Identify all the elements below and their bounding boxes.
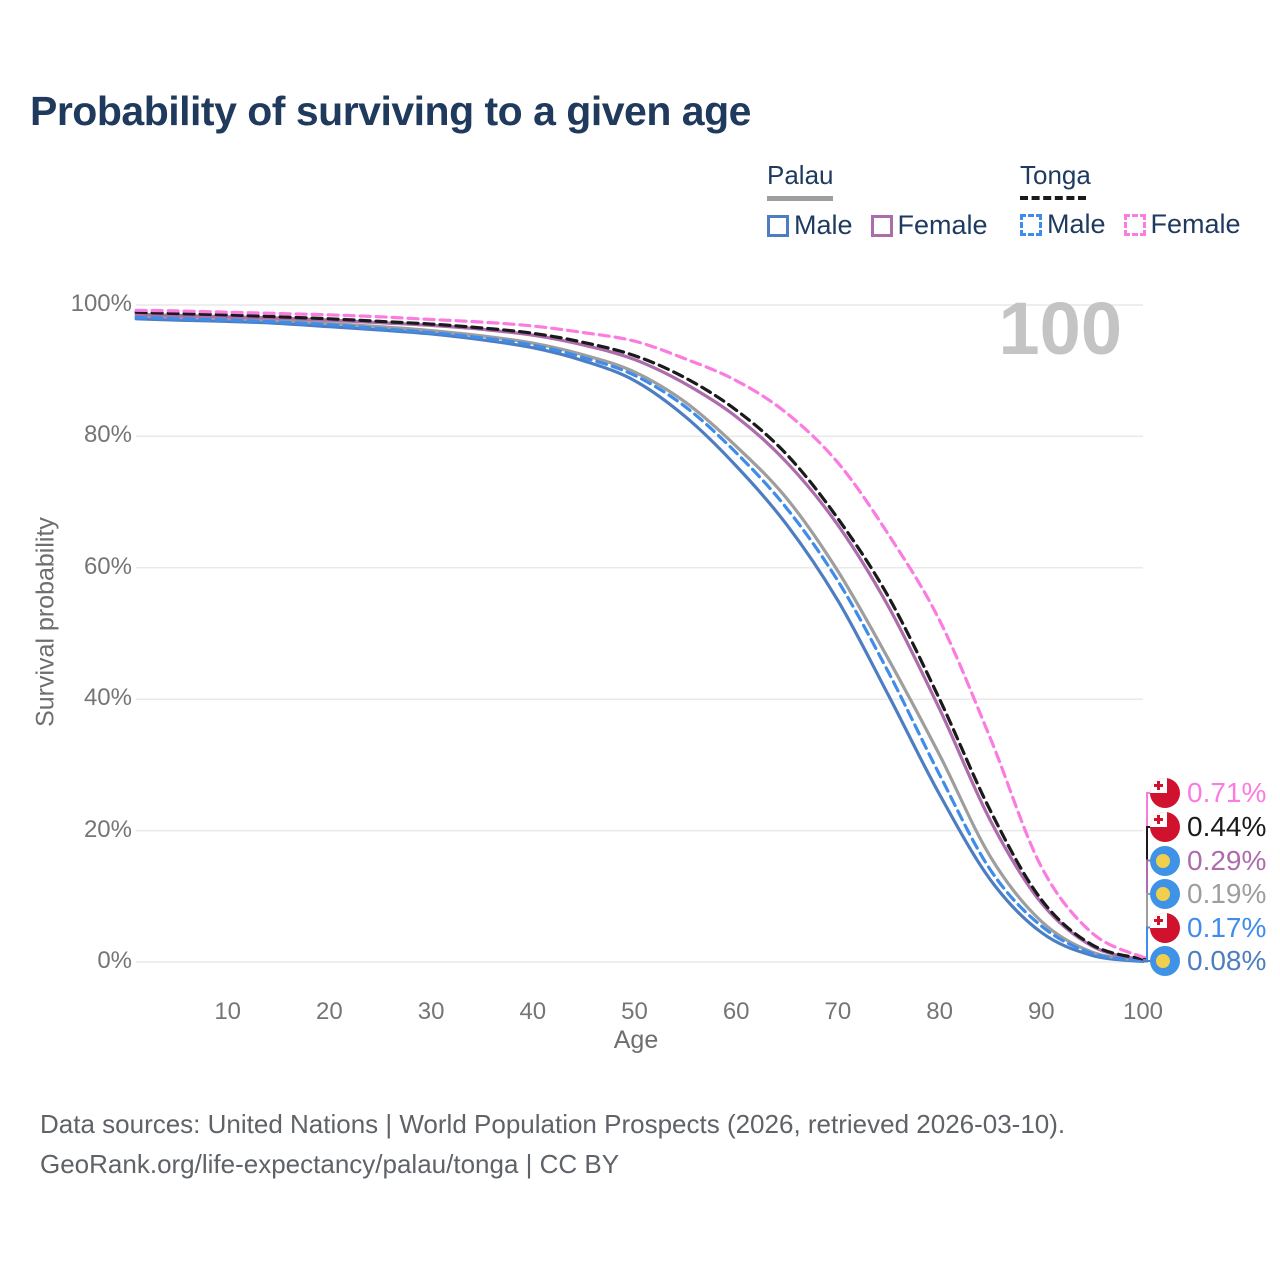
end-label-row-tonga-all: 0.44% [1150,811,1266,843]
palau-flag-icon [1150,879,1180,909]
end-label-row-palau-female: 0.29% [1150,845,1266,877]
x-tick-label-40: 40 [519,998,547,1025]
tonga-flag-icon [1150,812,1180,842]
palau-flag-icon [1150,946,1180,976]
x-axis-title: Age [613,1026,659,1054]
legend-underline-dashed [1020,196,1086,200]
x-tick-label-50: 50 [621,998,648,1025]
x-tick-label-70: 70 [824,998,852,1025]
footer: Data sources: United Nations | World Pop… [40,1104,1065,1184]
footer-data-sources: Data sources: United Nations | World Pop… [40,1109,1066,1139]
end-connector-palau-male [1143,960,1152,963]
legend-item-tonga-female[interactable]: Female [1123,209,1241,240]
x-tick-label-60: 60 [722,998,750,1025]
legend-item-palau-female[interactable]: Female [870,210,988,241]
end-label-row-tonga-male: 0.17% [1150,912,1266,944]
series-line-tonga-all [134,310,1145,961]
x-tick-label-80: 80 [926,998,953,1025]
legend-group-palau: Palau Male Female [767,160,988,241]
series-line-palau-female [134,312,1145,962]
series-line-palau-male [134,317,1145,964]
palau-female-swatch-icon[interactable] [870,214,893,237]
page-title: Probability of surviving to a given age [30,88,751,134]
tonga-flag-icon [1150,778,1180,808]
y-axis-title: Survival probability [31,517,60,727]
end-label-row-palau-male: 0.08% [1150,945,1266,977]
y-tick-label-100%: 100% [70,290,132,317]
x-tick-label-100: 100 [1122,998,1164,1025]
x-tick-label-20: 20 [316,998,343,1025]
series-line-palau-all [134,314,1145,963]
legend-item-label: Male [1047,209,1106,239]
legend-item-palau-male[interactable]: Male [767,210,853,241]
y-tick-label-0%: 0% [97,947,132,974]
legend-group-label-tonga: Tonga [1020,160,1091,190]
tonga-flag-icon [1150,912,1180,943]
legend-item-label: Female [1150,209,1241,239]
end-label-value-palau-male: 0.08% [1187,945,1267,976]
y-tick-label-40%: 40% [83,684,132,712]
age-counter-watermark: 100 [998,287,1122,370]
x-tick-label-90: 90 [1027,998,1055,1025]
series-line-tonga-female [134,308,1145,959]
palau-male-swatch-icon[interactable] [767,214,789,237]
legend-item-label: Female [897,210,988,240]
end-label-row-palau-all: 0.19% [1150,878,1266,910]
x-tick-label-30: 30 [417,998,445,1025]
palau-flag-icon [1150,845,1180,876]
legend-item-tonga-male[interactable]: Male [1020,209,1106,240]
tonga-male-swatch-icon[interactable] [1020,213,1042,236]
y-tick-label-20%: 20% [83,815,132,843]
end-label-value-palau-female: 0.29% [1187,844,1267,876]
end-label-value-tonga-female: 0.71% [1187,777,1267,808]
end-label-value-tonga-male: 0.17% [1187,911,1267,943]
legend-group-label-palau: Palau [767,160,834,190]
x-tick-label-10: 10 [214,998,242,1025]
y-tick-label-80%: 80% [83,421,132,449]
end-label-value-palau-all: 0.19% [1187,878,1267,909]
end-label-row-tonga-female: 0.71% [1150,777,1266,809]
series-line-tonga-male [134,315,1145,963]
legend-item-label: Male [794,210,853,240]
tonga-female-swatch-icon[interactable] [1123,213,1146,236]
footer-attribution-link: GeoRank.org/life-expectancy/palau/tonga … [40,1149,620,1179]
legend-group-tonga: Tonga Male Female [1020,160,1241,240]
end-label-value-tonga-all: 0.44% [1187,811,1267,842]
legend-underline-solid [767,196,833,201]
y-tick-label-60%: 60% [83,552,132,580]
